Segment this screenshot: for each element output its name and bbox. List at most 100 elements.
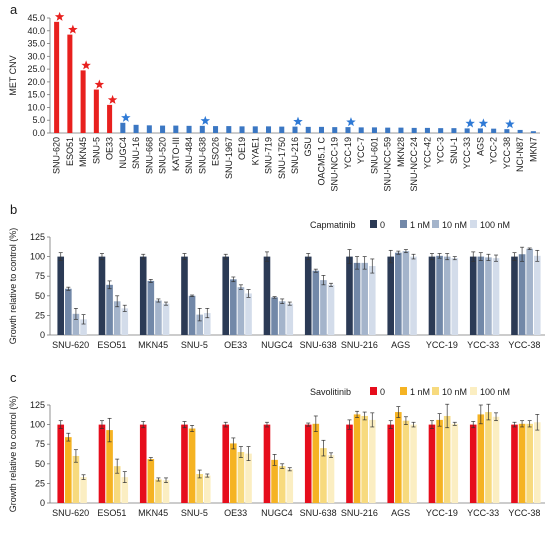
panel-b-bar [162,303,170,335]
panel-a-category-label: AGS [475,137,485,156]
panel-c-bar [271,459,278,503]
panel-c-bar [492,416,500,503]
panel-b-legend-label: 0 [380,220,385,230]
panel-c-bar [353,414,361,503]
panel-a-star-marker [94,79,105,89]
panel-a-bar [252,126,258,133]
panel-a-bar [120,122,126,133]
panel-c-category-label: YCC-19 [426,508,458,518]
panel-c-y-tick-label: 50 [35,459,45,469]
panel-a-bar [199,125,205,133]
panel-a-category-label: SNU-638 [197,137,207,174]
panel-a-category-label: KATO-III [171,137,181,171]
panel-a-category-label: SNU-216 [290,137,300,174]
panel-a-bar [371,127,377,133]
panel-c-bar [286,469,294,503]
panel-c-legend-swatch [370,387,377,395]
panel-b-bar [477,256,485,335]
panel-c-bar [511,424,518,503]
panel-a-star-marker [107,94,118,104]
panel-a-category-label: SNU-1967 [224,137,234,179]
panel-a-star-marker [346,117,356,127]
panel-a-star-marker [68,24,78,34]
panel-a-category-label: SNU-NCC-24 [409,137,419,192]
panel-b-y-tick-label: 50 [35,291,45,301]
panel-b-y-tick-label: 0 [40,330,45,340]
panel-a-bar [491,128,497,133]
panel-b-legend-swatch [432,220,439,228]
panel-a-category-label: OACM5.1 C [316,137,326,186]
panel-b-bar [443,256,451,335]
panel-b-bar [410,256,417,335]
panel-c-category-label: SNU-5 [181,508,208,518]
panel-b-category-label: OE33 [224,340,247,350]
panel-c-y-axis-title: Growth relative to control (%) [8,396,18,513]
panel-a-category-label: SNU-NCC-19 [330,137,340,192]
panel-c-category-label: YCC-38 [508,508,540,518]
panel-a-category-label: YCC-3 [436,137,446,164]
panel-c-bar [387,424,395,503]
panel-c-category-label: YCC-33 [467,508,499,518]
panel-a-category-label: OE33 [105,137,115,160]
panel-b-category-label: YCC-19 [426,340,458,350]
panel-c-bar [139,424,147,503]
panel-a-bar [477,128,483,133]
panel-c-category-label: OE33 [224,508,247,518]
panel-c-y-tick-label: 75 [35,439,45,449]
panel-a-category-label: SNU-5 [91,137,101,164]
panel-c-category-label: SNU-216 [341,508,378,518]
panel-b-bar [196,314,203,335]
panel-a-category-label: SNU-484 [184,137,194,174]
panel-a-bar [318,126,325,133]
panel-b-legend-title: Capmatinib [310,220,356,230]
panel-b-bar [57,256,65,335]
panel-b-bar [203,313,211,335]
panel-b-bar [304,256,312,335]
panel-c-bar [526,423,533,503]
panel-c-bar [98,424,106,503]
panel-b-legend-swatch [370,220,377,228]
panel-a-y-tick-label: 30.0 [27,51,45,61]
panel-c-bar [203,475,211,503]
panel-a-bar [186,125,192,133]
panel-b-category-label: MKN45 [138,340,168,350]
panel-a-star-marker [465,118,475,128]
panel-b-bar [113,301,121,335]
panel-b-bar [181,256,188,335]
panel-c-bar [113,466,121,503]
panel-a-category-label: GSU [303,137,313,157]
panel-b-bar [80,319,87,335]
panel-c-bar [477,414,485,503]
panel-a-star-marker [81,60,91,70]
panel-b-bar [353,262,361,335]
panel-a-category-label: YCC-2 [489,137,499,164]
panel-a-y-tick-label: 5.0 [32,115,45,125]
panel-c-bar [278,466,286,503]
panel-a-bar [530,131,536,133]
panel-a-bar [464,128,470,133]
panel-b-bar [155,300,162,335]
panel-c-legend-label: 0 [380,387,385,397]
panel-b-bar [402,251,410,335]
panel-a-category-label: SNU-668 [144,137,154,174]
panel-b-bar [72,313,80,335]
panel-c-bar [263,424,271,503]
panel-c-legend-label: 1 nM [410,387,430,397]
panel-c-bar [485,412,492,503]
panel-a-bar [226,126,232,133]
panel-a-bar [146,125,152,133]
panel-a-bar [411,127,417,133]
panel-c-bar [361,415,368,503]
panel-b-bar [395,252,402,335]
panel-c-bar [237,452,245,503]
panel-b-category-label: SNU-638 [300,340,337,350]
panel-c-legend-swatch [400,387,407,395]
panel-a-letter: a [10,2,18,17]
panel-b-bar [327,284,335,335]
panel-b-category-label: YCC-38 [508,340,540,350]
panel-b-bar [492,258,500,335]
panel-c-legend-label: 10 nM [442,387,467,397]
panel-c-y-tick-label: 0 [40,498,45,508]
